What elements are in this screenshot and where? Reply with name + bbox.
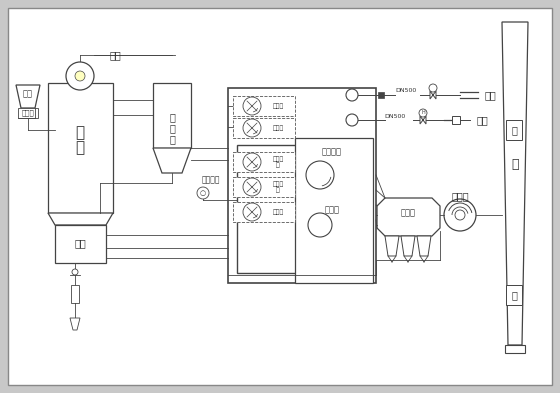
Polygon shape <box>385 236 399 256</box>
Circle shape <box>72 269 78 275</box>
Text: 燃风机: 燃风机 <box>324 206 339 215</box>
Ellipse shape <box>243 97 261 115</box>
Text: DN500: DN500 <box>384 114 405 119</box>
Text: 给煤机: 给煤机 <box>22 110 34 116</box>
Text: 风室: 风室 <box>74 238 86 248</box>
Text: 一次风
机: 一次风 机 <box>272 156 283 168</box>
Bar <box>18 108 38 118</box>
Ellipse shape <box>243 178 261 196</box>
Bar <box>71 285 79 303</box>
Text: 降尘器: 降尘器 <box>400 209 416 217</box>
Text: H: H <box>421 110 425 116</box>
Text: 腔: 腔 <box>76 141 85 156</box>
Bar <box>295 138 373 283</box>
Circle shape <box>66 62 94 90</box>
Bar <box>55 225 106 263</box>
Polygon shape <box>502 22 528 345</box>
Bar <box>378 92 384 98</box>
Bar <box>233 96 295 116</box>
Bar <box>233 152 295 172</box>
Bar <box>505 345 525 353</box>
Bar <box>233 177 295 197</box>
Circle shape <box>75 71 85 81</box>
Ellipse shape <box>243 119 261 137</box>
Bar <box>233 202 295 222</box>
Bar <box>233 118 295 138</box>
Ellipse shape <box>243 203 261 221</box>
Circle shape <box>306 161 334 189</box>
Polygon shape <box>48 213 113 225</box>
Circle shape <box>419 109 427 117</box>
Text: 引风机: 引风机 <box>451 191 469 201</box>
Text: 火: 火 <box>511 158 519 171</box>
Text: 送风机: 送风机 <box>272 103 283 109</box>
Bar <box>237 145 367 273</box>
Circle shape <box>444 199 476 231</box>
Bar <box>452 116 460 124</box>
Text: 炉: 炉 <box>76 125 85 141</box>
Text: 供水: 供水 <box>484 90 496 100</box>
Circle shape <box>308 213 332 237</box>
Text: 二次风
机: 二次风 机 <box>272 181 283 193</box>
Text: ○: ○ <box>200 190 206 196</box>
Bar <box>506 285 522 305</box>
Polygon shape <box>70 318 80 330</box>
Text: 高压风机: 高压风机 <box>202 176 220 184</box>
Text: 锅筒: 锅筒 <box>109 50 121 60</box>
Polygon shape <box>153 148 191 173</box>
Bar <box>153 83 191 148</box>
Text: 灶: 灶 <box>511 290 517 300</box>
Bar <box>48 83 113 213</box>
Polygon shape <box>417 236 431 256</box>
Text: DN500: DN500 <box>395 88 417 94</box>
Circle shape <box>455 210 465 220</box>
Polygon shape <box>420 116 426 124</box>
Ellipse shape <box>243 153 261 171</box>
Polygon shape <box>16 85 40 108</box>
Polygon shape <box>430 91 436 99</box>
Text: 煤斗: 煤斗 <box>23 90 33 99</box>
Circle shape <box>197 187 209 199</box>
Text: 灶: 灶 <box>511 125 517 135</box>
Polygon shape <box>401 236 415 256</box>
Text: 离: 离 <box>169 123 175 133</box>
Text: 回水: 回水 <box>476 115 488 125</box>
Text: 二次风机: 二次风机 <box>322 147 342 156</box>
Circle shape <box>429 84 437 92</box>
Text: 分: 分 <box>169 112 175 122</box>
Bar <box>506 120 522 140</box>
Text: 给风机: 给风机 <box>272 125 283 131</box>
Polygon shape <box>377 198 440 236</box>
Text: 器: 器 <box>169 134 175 144</box>
Text: 烟风机: 烟风机 <box>272 209 283 215</box>
Circle shape <box>346 114 358 126</box>
Circle shape <box>346 89 358 101</box>
Bar <box>228 88 376 283</box>
